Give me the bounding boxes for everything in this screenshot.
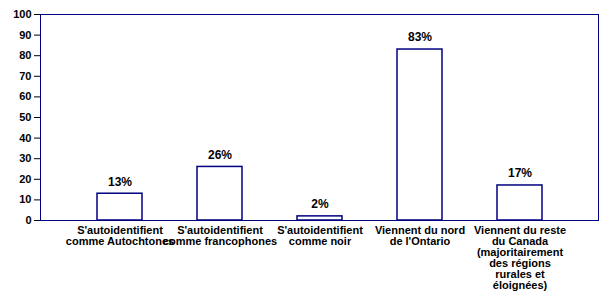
- svg-text:90: 90: [19, 29, 31, 41]
- svg-text:S'autoidentifientcomme Autocht: S'autoidentifientcomme Autochtones: [66, 224, 174, 247]
- svg-text:100: 100: [13, 8, 31, 20]
- svg-text:80: 80: [19, 49, 31, 61]
- svg-text:20: 20: [19, 173, 31, 185]
- svg-text:S'autoidentifientcomme francop: S'autoidentifientcomme francophones: [163, 224, 277, 247]
- svg-text:Viennent du restedu Canada(maj: Viennent du restedu Canada(majoritaireme…: [474, 224, 566, 291]
- svg-text:Viennent du nordde l'Ontario: Viennent du nordde l'Ontario: [375, 224, 465, 247]
- svg-text:S'autoidentifientcomme noir: S'autoidentifientcomme noir: [277, 224, 363, 247]
- svg-text:50: 50: [19, 111, 31, 123]
- svg-text:26%: 26%: [208, 148, 232, 162]
- svg-text:2%: 2%: [311, 197, 329, 211]
- svg-text:30: 30: [19, 152, 31, 164]
- svg-text:0: 0: [25, 214, 31, 226]
- svg-text:60: 60: [19, 90, 31, 102]
- svg-text:17%: 17%: [508, 166, 532, 180]
- svg-text:83%: 83%: [408, 30, 432, 44]
- svg-text:70: 70: [19, 70, 31, 82]
- svg-text:40: 40: [19, 132, 31, 144]
- svg-text:10: 10: [19, 193, 31, 205]
- svg-text:13%: 13%: [108, 175, 132, 189]
